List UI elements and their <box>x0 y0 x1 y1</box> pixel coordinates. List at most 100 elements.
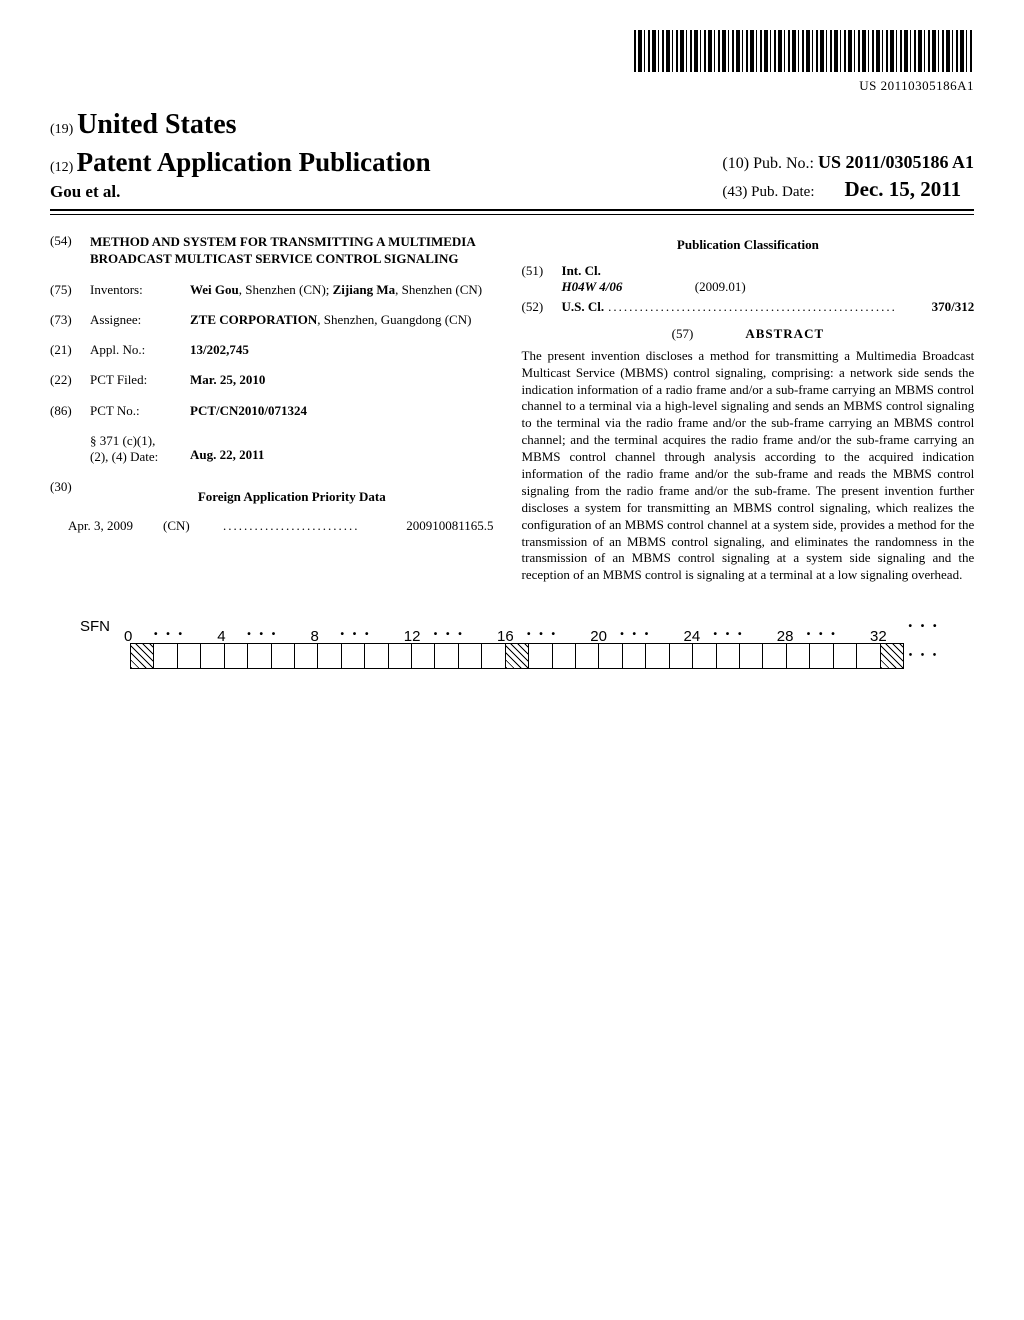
sfn-number: 16 <box>497 628 514 647</box>
frame-cell <box>646 644 669 668</box>
body-columns: (54) METHOD AND SYSTEM FOR TRANSMITTING … <box>50 233 974 585</box>
uscl-row: (52) U.S. Cl. ..........................… <box>522 299 975 315</box>
applno-label: Appl. No.: <box>90 342 190 358</box>
sfn-number: 28 <box>777 628 794 647</box>
frame-cell <box>435 644 458 668</box>
frame-end-dots: • • • <box>904 650 944 663</box>
frame-cell <box>412 644 435 668</box>
field-s371: § 371 (c)(1),(2), (4) Date: Aug. 22, 201… <box>50 433 494 466</box>
frame-cell <box>623 644 646 668</box>
frame-cell <box>318 644 341 668</box>
frame-cell <box>670 644 693 668</box>
priority-appno: 200910081165.5 <box>402 518 493 534</box>
sfn-dots: • • • <box>807 629 838 642</box>
frame-cell <box>834 644 857 668</box>
frame-cell-hatched <box>131 644 154 668</box>
divider-thin <box>50 214 974 215</box>
pubclass-heading: Publication Classification <box>522 237 975 253</box>
code-43: (43) <box>722 184 747 200</box>
inventors-label: Inventors: <box>90 282 190 298</box>
frame-cell <box>810 644 833 668</box>
right-column: Publication Classification (51) Int. Cl.… <box>522 233 975 585</box>
uscl-label: U.S. Cl. <box>562 299 605 315</box>
frame-cell <box>787 644 810 668</box>
frame-cell <box>389 644 412 668</box>
sfn-number: 4 <box>217 628 225 647</box>
intcl-body: H04W 4/06 (2009.01) <box>522 279 975 295</box>
assignee-label: Assignee: <box>90 312 190 328</box>
sfn-number: 8 <box>311 628 319 647</box>
frame-cell <box>272 644 295 668</box>
sfn-dots: • • • <box>714 629 745 642</box>
pubno-label: Pub. No.: <box>753 155 814 172</box>
sfn-number: 20 <box>590 628 607 647</box>
frames <box>130 643 904 669</box>
barcode-number: US 20110305186A1 <box>50 78 974 94</box>
frame-cell <box>365 644 388 668</box>
priority-row: Apr. 3, 2009 (CN) ......................… <box>50 518 494 534</box>
pctfiled-value: Mar. 25, 2010 <box>190 372 494 388</box>
intcl-label: Int. Cl. <box>562 263 601 278</box>
priority-date: Apr. 3, 2009 <box>68 518 163 534</box>
frame-cell <box>740 644 763 668</box>
sfn-number: 32 <box>870 628 887 647</box>
inventors-value: Wei Gou, Shenzhen (CN); Zijiang Ma, Shen… <box>190 282 494 298</box>
abstract-body: The present invention discloses a method… <box>522 348 975 584</box>
frame-cell <box>599 644 622 668</box>
pubdate-line: (43) Pub. Date: Dec. 15, 2011 <box>722 176 974 202</box>
sfn-number-row: SFN 0• • •4• • •8• • •12• • •16• • •20• … <box>80 618 944 637</box>
pctfiled-label: PCT Filed: <box>90 372 190 388</box>
intcl-year: (2009.01) <box>695 279 746 294</box>
code-52: (52) <box>522 299 562 315</box>
applno-value: 13/202,745 <box>190 342 494 358</box>
s371-num <box>50 433 90 466</box>
code-86: (86) <box>50 403 90 419</box>
code-73: (73) <box>50 312 90 328</box>
frame-cell-hatched <box>881 644 903 668</box>
field-inventors: (75) Inventors: Wei Gou, Shenzhen (CN); … <box>50 282 494 298</box>
frame-cell <box>459 644 482 668</box>
sfn-dots: • • • <box>527 629 558 642</box>
s371-label: § 371 (c)(1),(2), (4) Date: <box>90 433 190 466</box>
field-pctfiled: (22) PCT Filed: Mar. 25, 2010 <box>50 372 494 388</box>
sfn-end-dots: • • • <box>904 621 944 634</box>
frame-cell <box>693 644 716 668</box>
priority-dots: .......................... <box>223 518 402 534</box>
country-line: (19) United States <box>50 107 974 142</box>
pub-type: Patent Application Publication <box>77 147 431 177</box>
field-title: (54) METHOD AND SYSTEM FOR TRANSMITTING … <box>50 233 494 268</box>
code-54: (54) <box>50 233 90 268</box>
frame-cell <box>553 644 576 668</box>
sfn-number: 0 <box>124 628 132 647</box>
abstract-label: ABSTRACT <box>745 326 824 341</box>
header: (19) United States (12) Patent Applicati… <box>50 107 974 203</box>
sfn-dots: • • • <box>247 629 278 642</box>
barcode-graphic <box>634 30 974 72</box>
frame-cell <box>763 644 786 668</box>
frame-cell <box>342 644 365 668</box>
priority-country: (CN) <box>163 518 223 534</box>
code-21: (21) <box>50 342 90 358</box>
sfn-number: 12 <box>404 628 421 647</box>
pubdate-label: Pub. Date: <box>751 184 814 200</box>
sfn-dots: • • • <box>434 629 465 642</box>
frame-cell <box>295 644 318 668</box>
frame-cell <box>576 644 599 668</box>
frame-cell-hatched <box>506 644 529 668</box>
sfn-dots: • • • <box>154 629 185 642</box>
uscl-dots: ........................................… <box>604 299 932 315</box>
frame-cell <box>482 644 505 668</box>
sfn-dots: • • • <box>620 629 651 642</box>
field-assignee: (73) Assignee: ZTE CORPORATION, Shenzhen… <box>50 312 494 328</box>
intcl-row: (51) Int. Cl. <box>522 263 975 279</box>
code-19: (19) <box>50 122 73 137</box>
field-applno: (21) Appl. No.: 13/202,745 <box>50 342 494 358</box>
barcode-area <box>50 30 974 76</box>
abstract-head: (57) ABSTRACT <box>522 326 975 342</box>
sfn-label: SFN <box>80 618 130 637</box>
invention-title: METHOD AND SYSTEM FOR TRANSMITTING A MUL… <box>90 233 494 268</box>
frame-cell <box>178 644 201 668</box>
frame-cell <box>154 644 177 668</box>
field-fapd: (30) Foreign Application Priority Data A… <box>50 479 494 534</box>
pctno-label: PCT No.: <box>90 403 190 419</box>
